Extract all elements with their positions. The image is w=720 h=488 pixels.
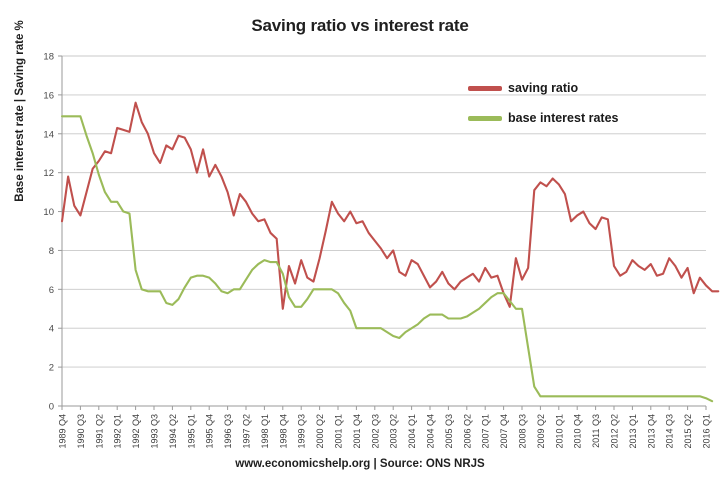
x-axis-ticks: 1989 Q4 1990 Q3 1991 Q2 1992 Q1 1992 Q4 1993 … xyxy=(58,406,712,449)
data-series xyxy=(60,101,720,403)
x-tick-label: 1996 Q3 xyxy=(223,414,233,449)
x-tick-label: 2001 Q4 xyxy=(352,414,362,449)
legend-label-saving-ratio: saving ratio xyxy=(508,81,579,95)
x-tick-label: 2016 Q1 xyxy=(702,414,712,449)
y-tick-label: 4 xyxy=(49,324,54,335)
x-tick-label: 1998 Q4 xyxy=(278,414,288,449)
x-tick-label: 2005 Q3 xyxy=(444,414,454,449)
x-tick-label: 2010 Q4 xyxy=(573,414,583,449)
series-line-base-interest-rates xyxy=(60,115,714,403)
y-tick-label: 8 xyxy=(49,246,54,257)
x-tick-label: 2009 Q2 xyxy=(536,414,546,449)
legend-swatch-saving-ratio xyxy=(468,85,502,91)
x-tick-label: 1995 Q1 xyxy=(186,414,196,449)
x-tick-label: 1999 Q3 xyxy=(297,414,307,449)
x-tick-label: 1994 Q2 xyxy=(168,414,178,449)
legend-swatch-base-interest-rates xyxy=(468,115,502,121)
legend-label-base-interest-rates: base interest rates xyxy=(508,111,619,125)
y-tick-label: 16 xyxy=(43,90,54,101)
x-tick-label: 1993 Q3 xyxy=(150,414,160,449)
x-tick-label: 2012 Q2 xyxy=(610,414,620,449)
x-tick-label: 2006 Q2 xyxy=(462,414,472,449)
x-tick-label: 2002 Q3 xyxy=(370,414,380,449)
x-tick-label: 2004 Q4 xyxy=(426,414,436,449)
y-axis-ticks: 0 2 4 6 8 10 12 14 16 18 xyxy=(43,52,62,413)
y-tick-label: 0 xyxy=(49,402,54,413)
x-tick-label: 2015 Q2 xyxy=(683,414,693,449)
x-tick-label: 1998 Q1 xyxy=(260,414,270,449)
x-tick-label: 1992 Q4 xyxy=(131,414,141,449)
x-tick-label: 1990 Q3 xyxy=(76,414,86,449)
x-tick-label: 2013 Q1 xyxy=(628,414,638,449)
x-tick-label: 2010 Q1 xyxy=(554,414,564,449)
x-tick-label: 1995 Q4 xyxy=(205,414,215,449)
x-tick-label: 1991 Q2 xyxy=(94,414,104,449)
gridlines xyxy=(61,55,706,407)
y-tick-label: 6 xyxy=(49,285,54,296)
x-tick-label: 1997 Q2 xyxy=(242,414,252,449)
legend-item-saving-ratio[interactable]: saving ratio xyxy=(468,73,678,103)
y-tick-label: 18 xyxy=(43,52,54,63)
x-tick-label: 2013 Q4 xyxy=(646,414,656,449)
y-tick-label: 2 xyxy=(49,363,54,374)
x-tick-label: 1989 Q4 xyxy=(58,414,68,449)
x-tick-label: 2003 Q2 xyxy=(389,414,399,449)
y-tick-label: 12 xyxy=(43,168,54,179)
x-tick-label: 2004 Q1 xyxy=(407,414,417,449)
y-tick-label: 10 xyxy=(43,207,54,218)
y-tick-label: 14 xyxy=(43,129,54,140)
x-tick-label: 2001 Q1 xyxy=(334,414,344,449)
chart-title: Saving ratio vs interest rate xyxy=(251,16,469,35)
x-tick-label: 2014 Q3 xyxy=(665,414,675,449)
chart-legend: saving ratio base interest rates xyxy=(468,73,678,133)
x-tick-label: 1992 Q1 xyxy=(113,414,123,449)
x-tick-label: 2008 Q3 xyxy=(518,414,528,449)
x-tick-label: 2000 Q2 xyxy=(315,414,325,449)
x-tick-label: 2007 Q1 xyxy=(481,414,491,449)
series-line-saving-ratio xyxy=(60,101,720,310)
source-note: www.economicshelp.org | Source: ONS NRJS xyxy=(235,458,485,470)
x-tick-label: 2011 Q3 xyxy=(591,414,601,448)
legend-item-base-interest-rates[interactable]: base interest rates xyxy=(468,103,678,133)
x-tick-label: 2007 Q4 xyxy=(499,414,509,449)
